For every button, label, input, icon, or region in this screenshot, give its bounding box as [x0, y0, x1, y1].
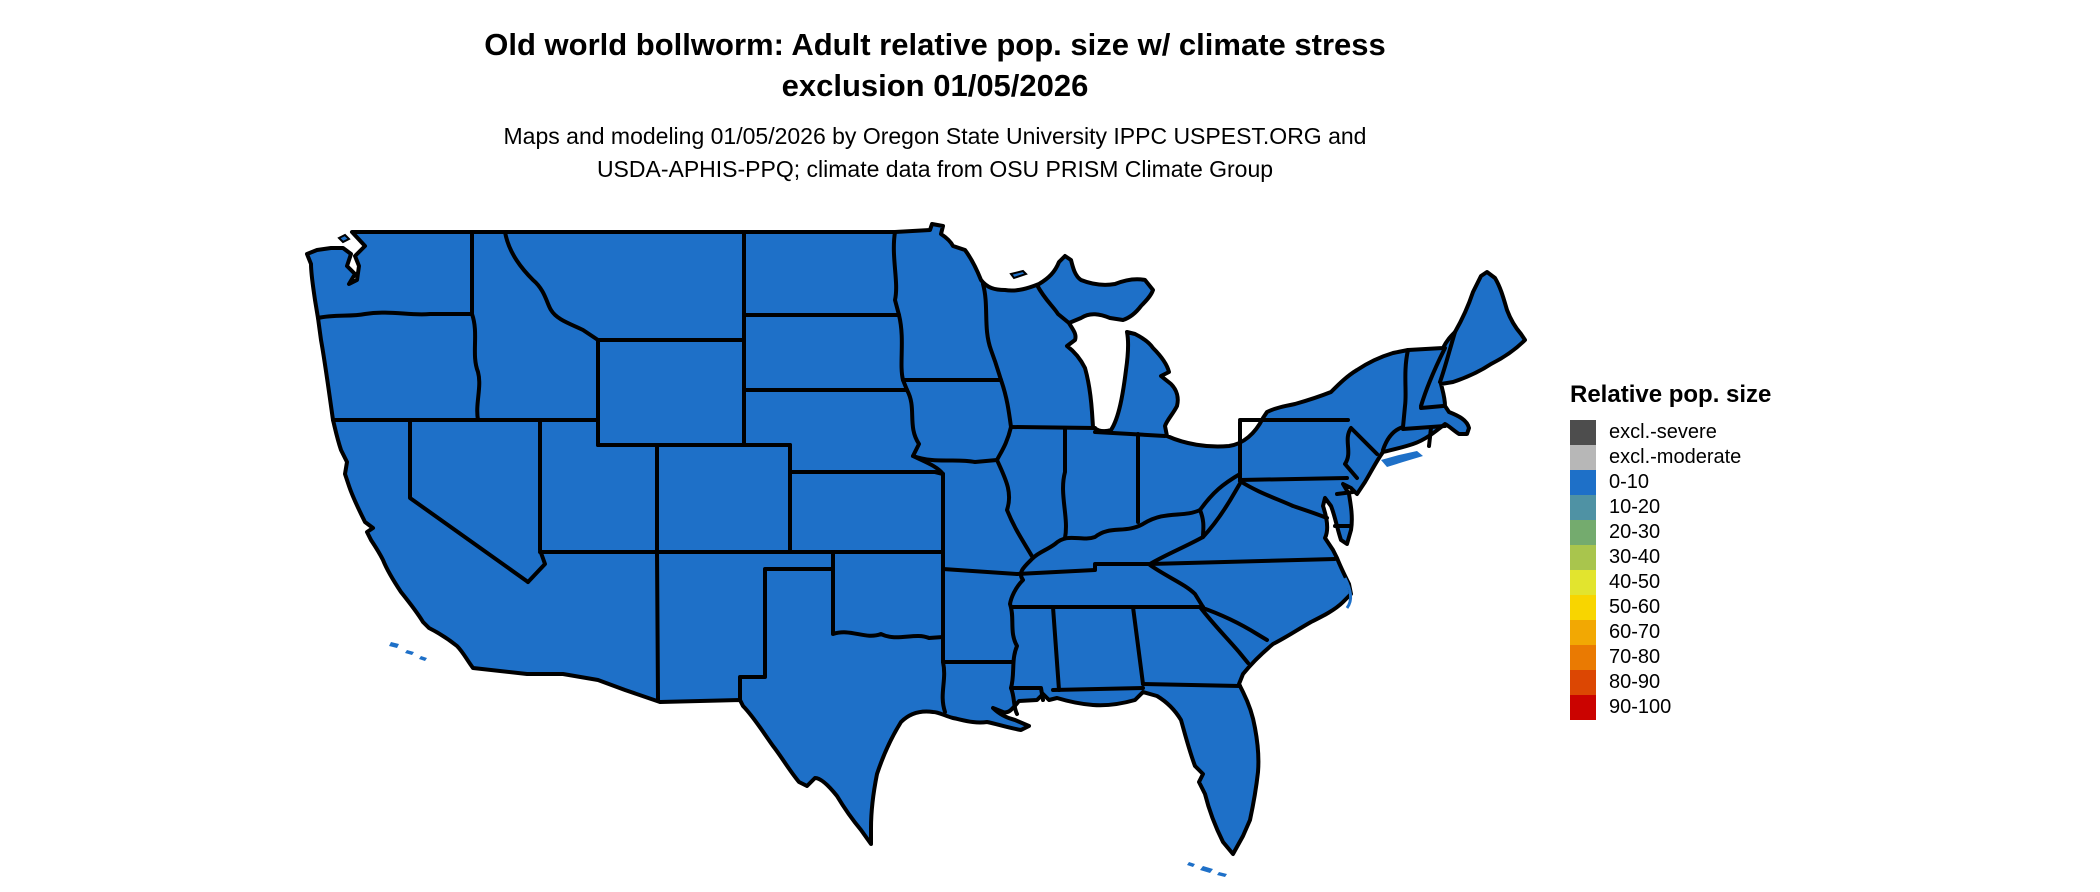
legend-row-50-60: 50-60: [1570, 595, 1870, 620]
florida-keys: [1187, 862, 1227, 877]
puget-sound-islands: [337, 233, 351, 244]
legend-title: Relative pop. size: [1570, 381, 1772, 408]
legend-row-80-90: 80-90: [1570, 670, 1870, 695]
legend-swatch: [1570, 520, 1596, 545]
outer-banks: [1343, 577, 1353, 609]
legend-label: 70-80: [1609, 646, 1661, 668]
us-map-svg: [305, 222, 1527, 877]
legend-label: 60-70: [1609, 621, 1661, 643]
legend-row-excl-severe: excl.-severe: [1570, 420, 1870, 445]
subtitle-line-2: USDA-APHIS-PPQ; climate data from OSU PR…: [596, 156, 1274, 182]
legend-row-30-40: 30-40: [1570, 545, 1870, 570]
legend-swatch: [1570, 470, 1596, 495]
legend-label: excl.-severe: [1609, 421, 1717, 443]
legend-label: 80-90: [1609, 671, 1661, 693]
map-legend: Relative pop. size excl.-severe excl.-mod…: [1570, 381, 1870, 720]
legend-row-90-100: 90-100: [1570, 695, 1870, 720]
page-title: Old world bollworm: Adult relative pop. …: [0, 24, 1870, 106]
legend-swatch: [1570, 420, 1596, 445]
legend-label: 20-30: [1609, 521, 1661, 543]
legend-swatch: [1570, 695, 1596, 720]
legend-swatch: [1570, 670, 1596, 695]
us-choropleth-map: [295, 222, 1540, 882]
legend-row-20-30: 20-30: [1570, 520, 1870, 545]
legend-label: excl.-moderate: [1609, 446, 1742, 468]
legend-label: 50-60: [1609, 596, 1661, 618]
isle-royale: [1009, 269, 1028, 280]
legend-row-0-10: 0-10: [1570, 470, 1870, 495]
long-island: [1381, 451, 1423, 467]
legend-swatch: [1570, 645, 1596, 670]
contiguous-us-landmass: [305, 222, 1527, 856]
legend-label: 0-10: [1609, 471, 1650, 493]
legend-swatch: [1570, 445, 1596, 470]
legend-label: 40-50: [1609, 571, 1661, 593]
title-line-1: Old world bollworm: Adult relative pop. …: [484, 27, 1386, 62]
legend-row-40-50: 40-50: [1570, 570, 1870, 595]
legend-label: 10-20: [1609, 496, 1661, 518]
coastal-islands: [337, 233, 1423, 877]
legend-swatch: [1570, 495, 1596, 520]
title-line-2: exclusion 01/05/2026: [781, 68, 1089, 103]
legend-label: 30-40: [1609, 546, 1661, 568]
page-subtitle: Maps and modeling 01/05/2026 by Oregon S…: [0, 120, 1870, 186]
state-borders: [316, 230, 1457, 716]
channel-islands: [389, 642, 427, 661]
legend-swatch: [1570, 570, 1596, 595]
legend-swatch: [1570, 595, 1596, 620]
legend-row-excl-moderate: excl.-moderate: [1570, 445, 1870, 470]
legend-swatch: [1570, 620, 1596, 645]
legend-row-60-70: 60-70: [1570, 620, 1870, 645]
legend-row-70-80: 70-80: [1570, 645, 1870, 670]
legend-label: 90-100: [1609, 696, 1672, 718]
subtitle-line-1: Maps and modeling 01/05/2026 by Oregon S…: [503, 123, 1367, 149]
legend-row-10-20: 10-20: [1570, 495, 1870, 520]
legend-swatch: [1570, 545, 1596, 570]
legend-items: excl.-severe excl.-moderate 0-10 10-20 20-30…: [1570, 420, 1870, 720]
